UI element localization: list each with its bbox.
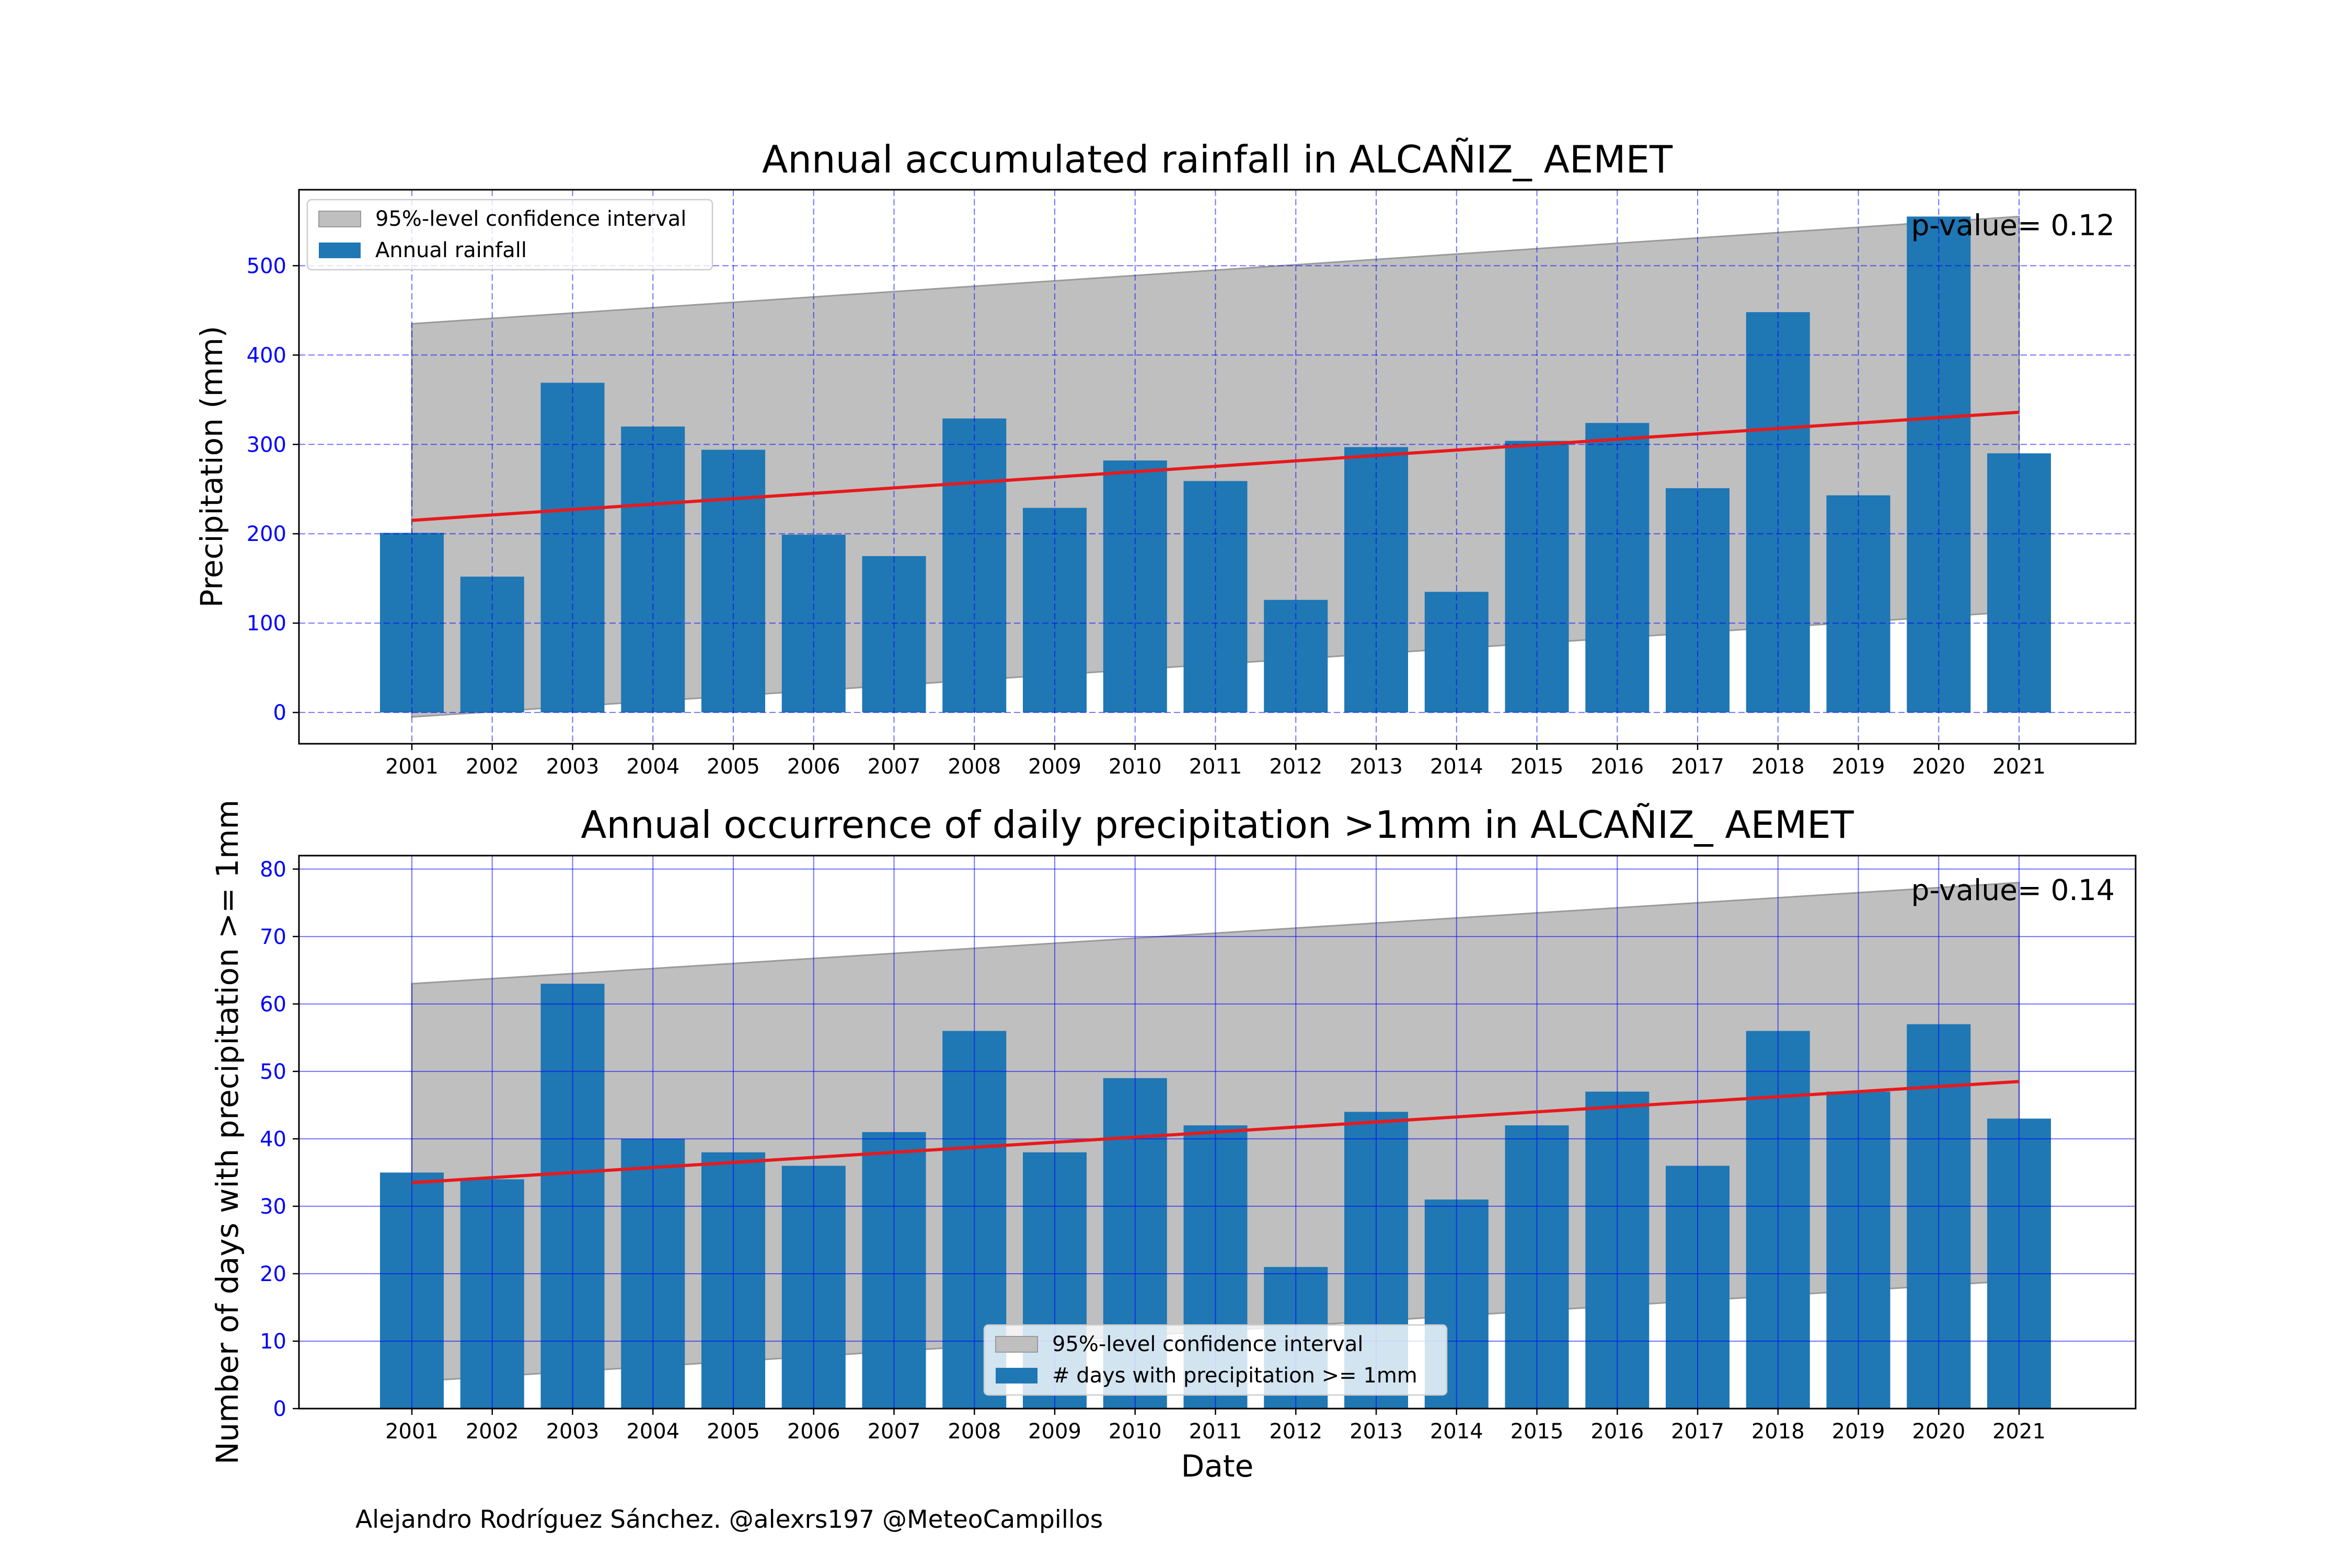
x-tick-label: 2018 bbox=[1751, 1420, 1805, 1444]
x-tick-label: 2004 bbox=[626, 755, 679, 779]
x-tick-label: 2014 bbox=[1430, 1420, 1483, 1444]
x-tick-label: 2002 bbox=[466, 1420, 519, 1444]
x-tick-label: 2017 bbox=[1671, 1420, 1724, 1444]
chart-title: Annual accumulated rainfall in ALCAÑIZ_ … bbox=[762, 137, 1673, 181]
legend-swatch-confidence bbox=[995, 1336, 1038, 1353]
x-tick-label: 2015 bbox=[1511, 1420, 1564, 1444]
legend-swatch-series bbox=[996, 1368, 1037, 1383]
x-tick-label: 2011 bbox=[1189, 1420, 1242, 1444]
subplot-2: 0 10 20 30 40 50 60 70 80 2001 2002 2003 2004 2005 200… bbox=[210, 800, 2137, 1484]
p-value-annotation: p-value= 0.14 bbox=[1911, 873, 2115, 907]
legend-label-confidence: 95%-level confidence interval bbox=[375, 207, 686, 231]
x-tick-label: 2001 bbox=[385, 1420, 439, 1444]
chart-title: Annual occurrence of daily precipitation… bbox=[581, 803, 1854, 847]
x-tick-label: 2008 bbox=[948, 1420, 1001, 1444]
y-tick-label: 40 bbox=[260, 1127, 286, 1151]
x-tick-label: 2009 bbox=[1028, 1420, 1081, 1444]
x-tick-label: 2004 bbox=[626, 1420, 679, 1444]
x-tick-label: 2019 bbox=[1832, 1420, 1885, 1444]
y-tick-label: 0 bbox=[273, 701, 286, 725]
x-tick-label: 2003 bbox=[546, 1420, 599, 1444]
x-tick-label: 2003 bbox=[546, 755, 599, 779]
y-tick-label: 300 bbox=[247, 433, 286, 457]
x-tick-label: 2011 bbox=[1189, 755, 1242, 779]
y-tick-label: 80 bbox=[260, 858, 286, 882]
x-tick-label: 2009 bbox=[1028, 755, 1081, 779]
legend-swatch-confidence bbox=[318, 211, 361, 227]
y-tick-label: 0 bbox=[273, 1397, 286, 1421]
x-tick-label: 2010 bbox=[1109, 755, 1162, 779]
x-tick-label: 2012 bbox=[1269, 1420, 1322, 1444]
axes-frame bbox=[298, 189, 2137, 745]
y-tick-label: 500 bbox=[247, 254, 286, 278]
x-tick-label: 2010 bbox=[1109, 1420, 1162, 1444]
x-tick-label: 2012 bbox=[1269, 755, 1322, 779]
legend: 95%-level confidence interval Annual rain… bbox=[306, 199, 713, 271]
legend-label-series: # days with precipitation >= 1mm bbox=[1052, 1364, 1417, 1388]
y-tick-label: 10 bbox=[260, 1330, 286, 1354]
trend-line bbox=[411, 410, 2020, 522]
subplot-1: 0 100 200 300 400 500 2001 2002 2003 2004 2005 2006… bbox=[194, 137, 2137, 779]
y-axis-label: Precipitation (mm) bbox=[194, 326, 229, 607]
x-tick-label: 2018 bbox=[1751, 755, 1805, 779]
x-tick-label: 2015 bbox=[1511, 755, 1564, 779]
y-axis-label: Number of days with precipitation >= 1mm bbox=[210, 800, 245, 1465]
x-tick-label: 2021 bbox=[1992, 1420, 2046, 1444]
trend-line bbox=[411, 1080, 2020, 1184]
x-tick-label: 2007 bbox=[868, 755, 921, 779]
legend-box bbox=[983, 1324, 1448, 1396]
x-tick-label: 2013 bbox=[1350, 1420, 1403, 1444]
x-axis-label: Date bbox=[1181, 1448, 1254, 1484]
y-tick-label: 20 bbox=[260, 1262, 286, 1286]
x-tick-label: 2016 bbox=[1590, 755, 1644, 779]
x-tick-label: 2006 bbox=[787, 755, 840, 779]
legend-label-series: Annual rainfall bbox=[375, 238, 527, 262]
x-tick-label: 2021 bbox=[1992, 755, 2046, 779]
p-value-annotation: p-value= 0.12 bbox=[1911, 209, 2115, 242]
x-tick-label: 2020 bbox=[1912, 755, 1965, 779]
x-tick-label: 2007 bbox=[868, 1420, 921, 1444]
axes-frame bbox=[298, 855, 2137, 1410]
x-tick-label: 2006 bbox=[787, 1420, 840, 1444]
y-tick-label: 60 bbox=[260, 993, 286, 1017]
x-tick-label: 2005 bbox=[707, 755, 760, 779]
legend-swatch-series bbox=[319, 243, 361, 258]
x-tick-label: 2008 bbox=[948, 755, 1001, 779]
y-tick-label: 200 bbox=[247, 522, 286, 546]
x-tick-label: 2001 bbox=[385, 755, 439, 779]
x-tick-label: 2016 bbox=[1590, 1420, 1644, 1444]
x-tick-label: 2013 bbox=[1350, 755, 1403, 779]
legend-box bbox=[306, 199, 713, 271]
legend-label-confidence: 95%-level confidence interval bbox=[1052, 1332, 1363, 1356]
x-tick-label: 2020 bbox=[1912, 1420, 1965, 1444]
x-tick-label: 2005 bbox=[707, 1420, 760, 1444]
y-tick-label: 30 bbox=[260, 1195, 286, 1219]
y-tick-label: 100 bbox=[247, 612, 286, 636]
legend: 95%-level confidence interval # days with… bbox=[983, 1324, 1448, 1396]
y-tick-label: 400 bbox=[247, 343, 286, 367]
y-tick-label: 70 bbox=[260, 925, 286, 949]
x-tick-label: 2017 bbox=[1671, 755, 1724, 779]
x-tick-label: 2014 bbox=[1430, 755, 1483, 779]
author-credit: Alejandro Rodríguez Sánchez. @alexrs197 … bbox=[355, 1505, 1103, 1534]
y-tick-label: 50 bbox=[260, 1060, 286, 1084]
x-tick-label: 2019 bbox=[1832, 755, 1885, 779]
x-tick-label: 2002 bbox=[466, 755, 519, 779]
